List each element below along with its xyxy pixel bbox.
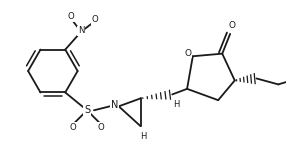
Text: O: O	[98, 123, 104, 132]
Text: O: O	[70, 123, 77, 132]
Text: O: O	[184, 49, 191, 58]
Text: O: O	[92, 15, 98, 24]
Text: N: N	[78, 26, 84, 35]
Text: O: O	[229, 21, 236, 30]
Text: N: N	[111, 100, 119, 110]
Text: H: H	[140, 132, 147, 141]
Text: S: S	[84, 105, 90, 115]
Text: O: O	[68, 12, 75, 21]
Text: H: H	[173, 100, 179, 109]
